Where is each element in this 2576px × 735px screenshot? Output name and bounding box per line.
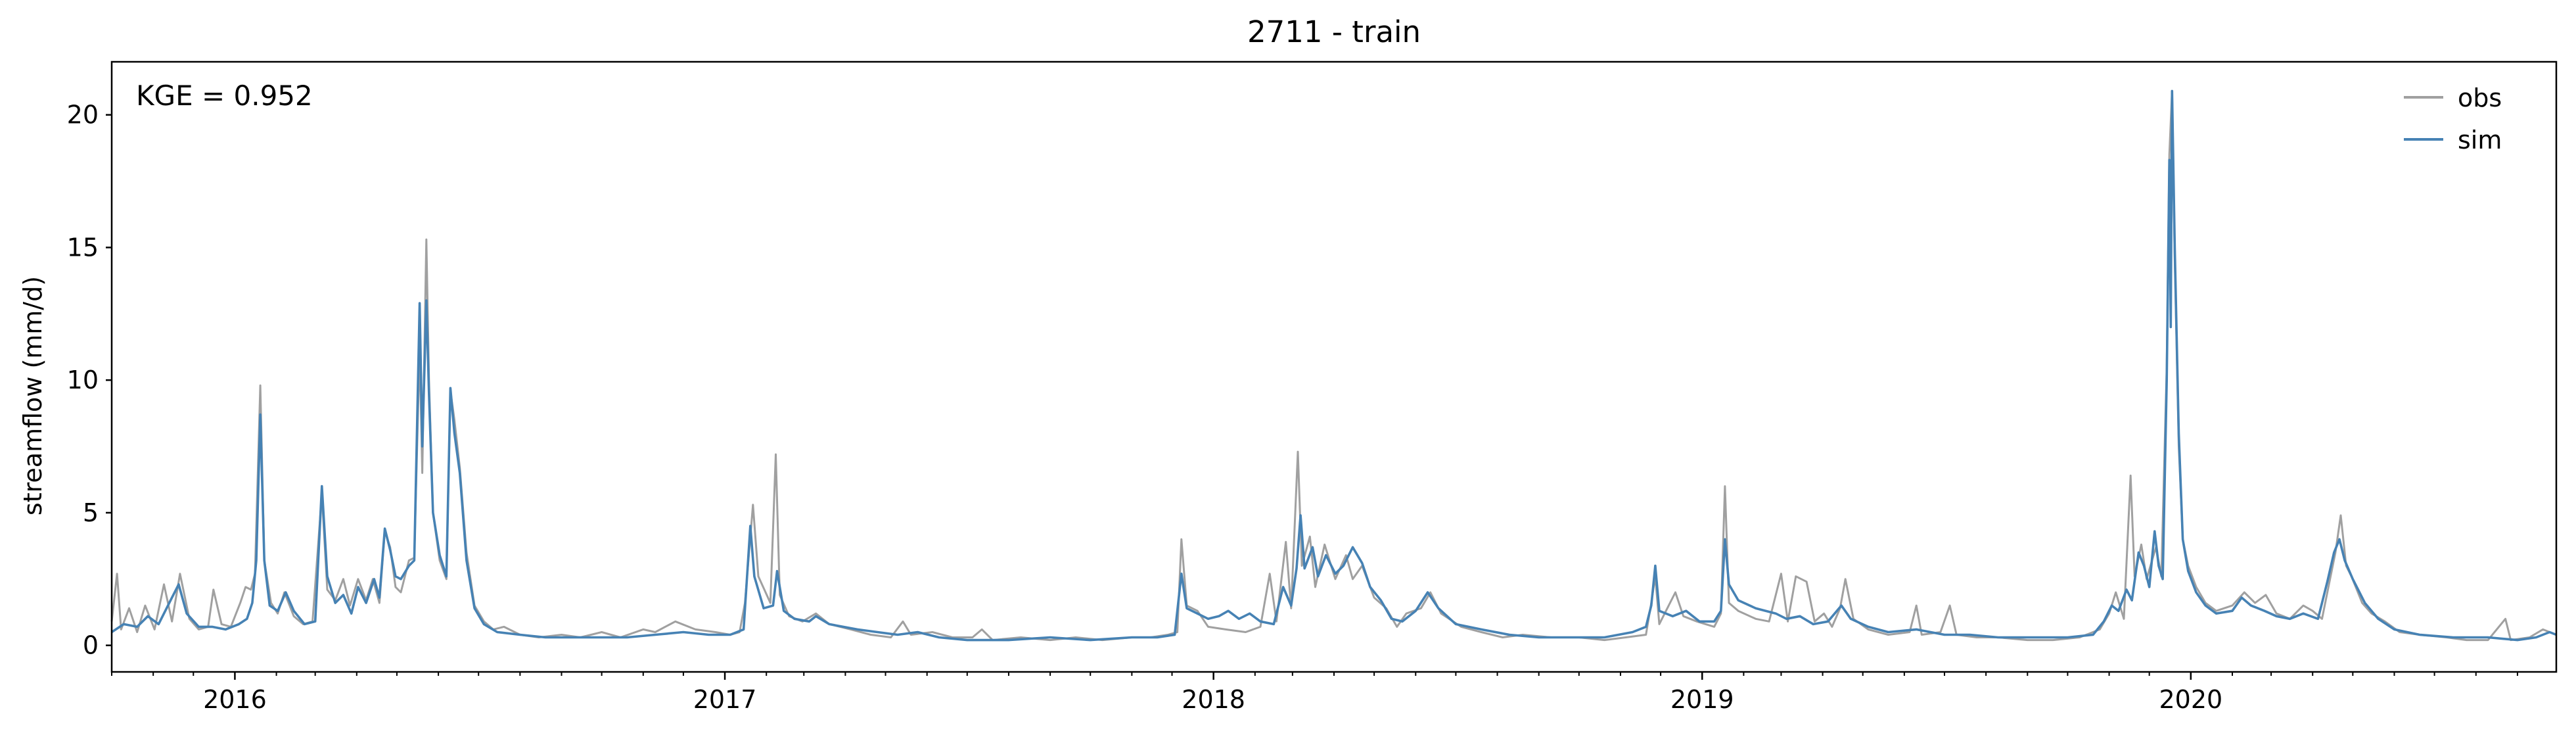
x-tick-label: 2018 bbox=[1182, 685, 1245, 714]
series-line-sim bbox=[111, 89, 2557, 642]
y-tick-label: 15 bbox=[67, 233, 99, 262]
x-axis: 2016 2017 2018 2019 2020 bbox=[111, 672, 2518, 714]
plot-series bbox=[110, 89, 2557, 642]
y-tick-label: 20 bbox=[67, 101, 99, 130]
chart-title: 2711 - train bbox=[1247, 14, 1421, 49]
legend-label-sim: sim bbox=[2458, 126, 2502, 154]
y-tick-label: 0 bbox=[83, 631, 99, 660]
x-tick-label: 2017 bbox=[693, 685, 757, 714]
legend-label-obs: obs bbox=[2458, 83, 2502, 112]
y-axis: 0 5 10 15 20 bbox=[67, 101, 112, 660]
y-tick-label: 5 bbox=[83, 498, 99, 527]
x-tick-label: 2016 bbox=[203, 685, 267, 714]
y-tick-label: 10 bbox=[67, 366, 99, 394]
legend: obs sim bbox=[2404, 83, 2502, 154]
y-axis-label: streamflow (mm/d) bbox=[18, 276, 47, 515]
kge-annotation: KGE = 0.952 bbox=[136, 80, 313, 112]
plot-frame bbox=[110, 60, 2558, 673]
x-tick-label: 2019 bbox=[1670, 685, 1734, 714]
x-tick-label: 2020 bbox=[2159, 685, 2222, 714]
